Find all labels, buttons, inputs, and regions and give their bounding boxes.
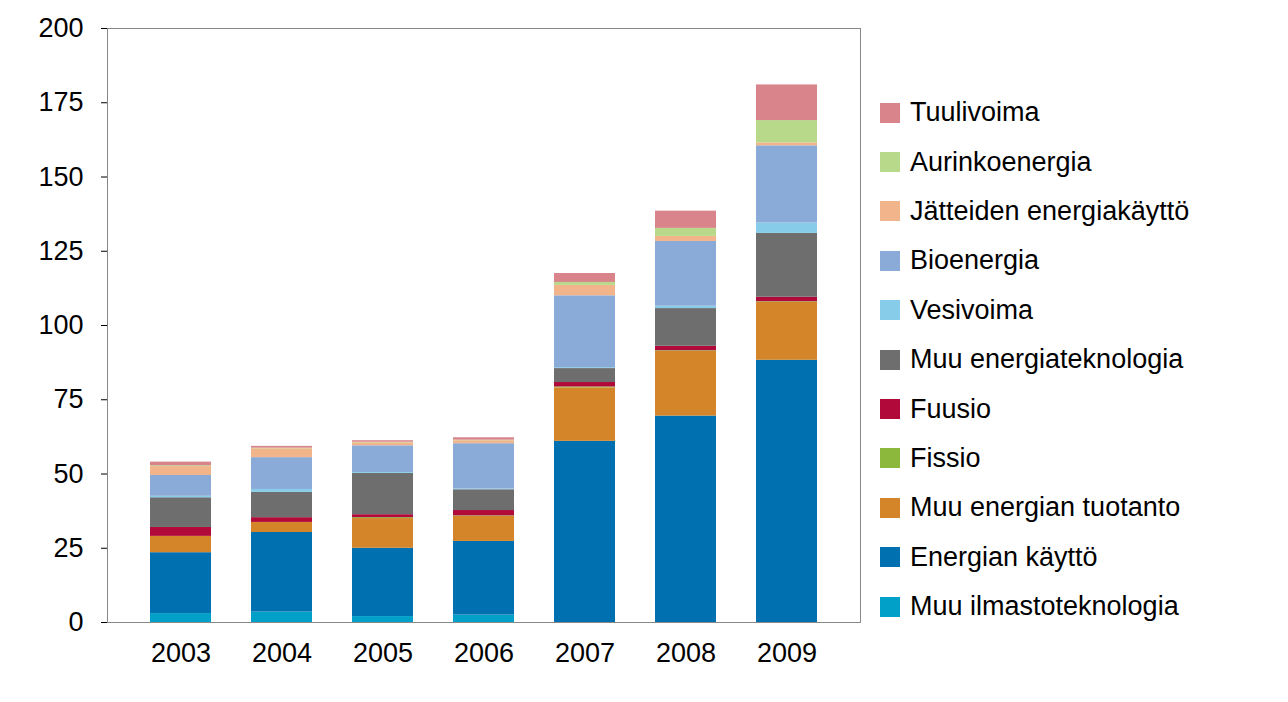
svg-text:75: 75: [53, 384, 83, 414]
svg-text:2004: 2004: [252, 638, 312, 668]
svg-text:2009: 2009: [757, 638, 817, 668]
svg-text:50: 50: [53, 459, 83, 489]
html-text:Muu energian tuotanto: Muu energian tuotanto: [910, 492, 1181, 523]
html-text:Fissio: Fissio: [910, 442, 981, 473]
svg-text:2008: 2008: [656, 638, 716, 668]
svg-text:2007: 2007: [555, 638, 615, 668]
svg-text:2005: 2005: [353, 638, 413, 668]
svg-text:175: 175: [38, 87, 83, 117]
html-text:Fuusio: Fuusio: [910, 393, 991, 424]
html-text:Jätteiden energiakäyttö: Jätteiden energiakäyttö: [910, 196, 1190, 226]
svg-text:2003: 2003: [151, 638, 211, 668]
svg-text:200: 200: [38, 13, 83, 43]
svg-text:100: 100: [38, 310, 83, 340]
html-text:Muu energiateknologia: Muu energiateknologia: [910, 344, 1184, 375]
svg-text:150: 150: [38, 162, 83, 192]
svg-text:25: 25: [53, 533, 83, 563]
html-text:Muu ilmastoteknologia: Muu ilmastoteknologia: [910, 591, 1179, 622]
html-text:Bioenergia: Bioenergia: [910, 245, 1040, 276]
html-text:Energian käyttö: Energian käyttö: [910, 541, 1098, 572]
html-text:Aurinkoenergia: Aurinkoenergia: [910, 146, 1092, 177]
html-text:Tuulivoima: Tuulivoima: [910, 97, 1040, 128]
svg-text:0: 0: [68, 607, 83, 637]
html-text:Vesivoima: Vesivoima: [910, 294, 1034, 325]
svg-text:2006: 2006: [454, 638, 514, 668]
svg-text:125: 125: [38, 236, 83, 266]
